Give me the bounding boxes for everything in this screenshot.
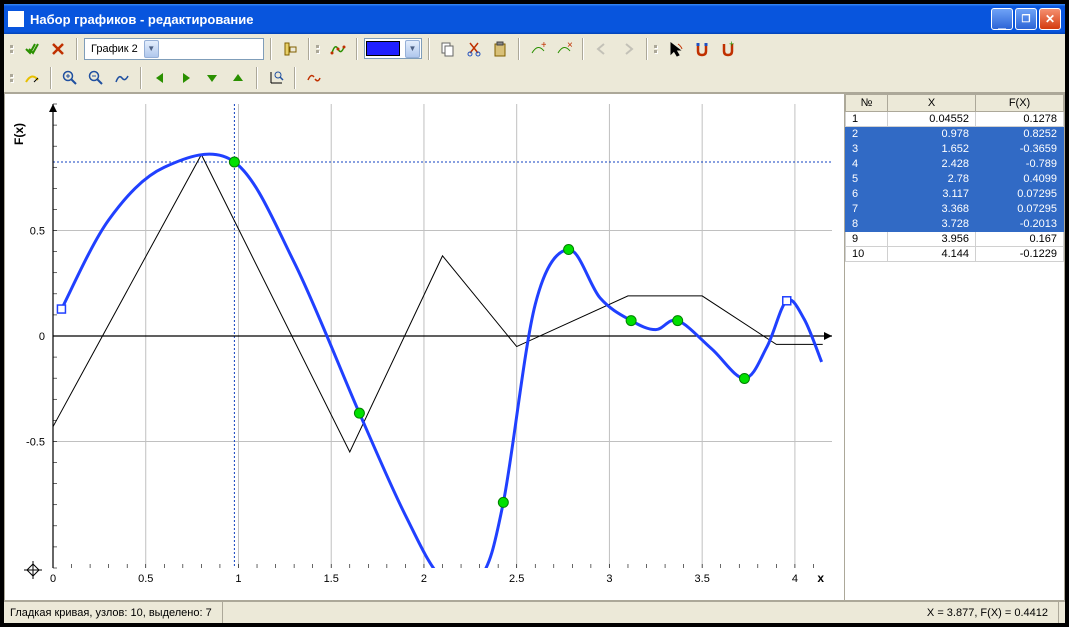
status-coords: X = 3.877, F(X) = 0.4412 (917, 602, 1059, 623)
svg-text:2.5: 2.5 (509, 573, 524, 585)
svg-text:1: 1 (235, 573, 241, 585)
chevron-down-icon[interactable]: ▼ (405, 40, 420, 58)
table-row[interactable]: 42.428-0.789 (846, 157, 1064, 172)
table-row[interactable]: 10.045520.1278 (846, 112, 1064, 127)
window-title: Набор графиков - редактирование (30, 12, 253, 27)
remove-point-icon[interactable]: × (552, 37, 576, 60)
copy-icon[interactable] (436, 37, 460, 60)
add-point-icon[interactable]: + (526, 37, 550, 60)
svg-text:0.5: 0.5 (30, 226, 45, 238)
table-row[interactable]: 20.9780.8252 (846, 127, 1064, 142)
toolbars: График 2 ▼ ▼ + × (4, 34, 1065, 93)
svg-text:0: 0 (39, 331, 45, 343)
prev-icon[interactable] (590, 37, 614, 60)
zoom-out-icon[interactable] (84, 66, 108, 89)
svg-text:×: × (567, 41, 572, 51)
app-window: Набор графиков - редактирование _ ❐ ✕ Гр… (0, 0, 1069, 627)
zoom-fit-icon[interactable] (110, 66, 134, 89)
curve-style-icon[interactable] (326, 37, 350, 60)
table-row[interactable]: 52.780.4099 (846, 172, 1064, 187)
graph-selector[interactable]: График 2 ▼ (84, 38, 264, 60)
statusbar: Гладкая кривая, узлов: 10, выделено: 7 X… (4, 601, 1065, 623)
break-curve-icon[interactable] (302, 66, 326, 89)
svg-text:-0.5: -0.5 (26, 436, 45, 448)
content-area: 0 0.5 1 1.5 2 2.5 3 3.5 4 -0.5 0 0.5 x F(x) №XF(X)10.… (4, 93, 1065, 601)
data-table[interactable]: №XF(X)10.045520.127820.9780.825231.652-0… (844, 94, 1064, 600)
table-row[interactable]: 93.9560.167 (846, 232, 1064, 247)
svg-text:4: 4 (792, 573, 798, 585)
axis-settings-icon[interactable] (264, 66, 288, 89)
graph-selector-value: График 2 (91, 43, 138, 55)
cancel-icon[interactable] (46, 37, 70, 60)
table-header[interactable]: № (846, 95, 888, 112)
accept-icon[interactable] (20, 37, 44, 60)
next-icon[interactable] (616, 37, 640, 60)
edit-curve-icon[interactable] (20, 66, 44, 89)
chart-area[interactable]: 0 0.5 1 1.5 2 2.5 3 3.5 4 -0.5 0 0.5 x F(x) (5, 94, 844, 600)
status-left: Гладкая кривая, узлов: 10, выделено: 7 (10, 602, 223, 623)
svg-text:x: x (817, 571, 824, 585)
table-row[interactable]: 83.728-0.2013 (846, 217, 1064, 232)
magnet-icon[interactable] (690, 37, 714, 60)
svg-text:1.5: 1.5 (324, 573, 339, 585)
app-icon (8, 11, 24, 27)
color-swatch (366, 41, 400, 56)
select-tool-icon[interactable] (664, 37, 688, 60)
svg-text:2: 2 (421, 573, 427, 585)
nav-left-icon[interactable] (148, 66, 172, 89)
close-button[interactable]: ✕ (1039, 8, 1061, 30)
cut-icon[interactable] (462, 37, 486, 60)
svg-text:0: 0 (50, 573, 56, 585)
svg-text:F(x): F(x) (12, 123, 26, 145)
table-row[interactable]: 31.652-0.3659 (846, 142, 1064, 157)
nav-right-icon[interactable] (174, 66, 198, 89)
svg-text:+: + (541, 41, 546, 51)
color-selector[interactable]: ▼ (364, 38, 422, 59)
svg-text:3.5: 3.5 (695, 573, 710, 585)
maximize-button[interactable]: ❐ (1015, 8, 1037, 30)
titlebar[interactable]: Набор графиков - редактирование _ ❐ ✕ (4, 4, 1065, 34)
nav-up-icon[interactable] (226, 66, 250, 89)
chart-canvas[interactable]: 0 0.5 1 1.5 2 2.5 3 3.5 4 -0.5 0 0.5 x F(x) (5, 94, 844, 600)
svg-text:+: + (729, 41, 734, 49)
table-row[interactable]: 63.1170.07295 (846, 187, 1064, 202)
svg-text:3: 3 (606, 573, 612, 585)
nav-down-icon[interactable] (200, 66, 224, 89)
paste-icon[interactable] (488, 37, 512, 60)
table-header[interactable]: F(X) (976, 95, 1064, 112)
minimize-button[interactable]: _ (991, 8, 1013, 30)
snap-icon[interactable]: + (716, 37, 740, 60)
table-row[interactable]: 73.3680.07295 (846, 202, 1064, 217)
table-header[interactable]: X (888, 95, 976, 112)
zoom-in-icon[interactable] (58, 66, 82, 89)
chevron-down-icon[interactable]: ▼ (144, 40, 159, 58)
svg-text:0.5: 0.5 (138, 573, 153, 585)
table-row[interactable]: 104.144-0.1229 (846, 247, 1064, 262)
properties-icon[interactable] (278, 37, 302, 60)
